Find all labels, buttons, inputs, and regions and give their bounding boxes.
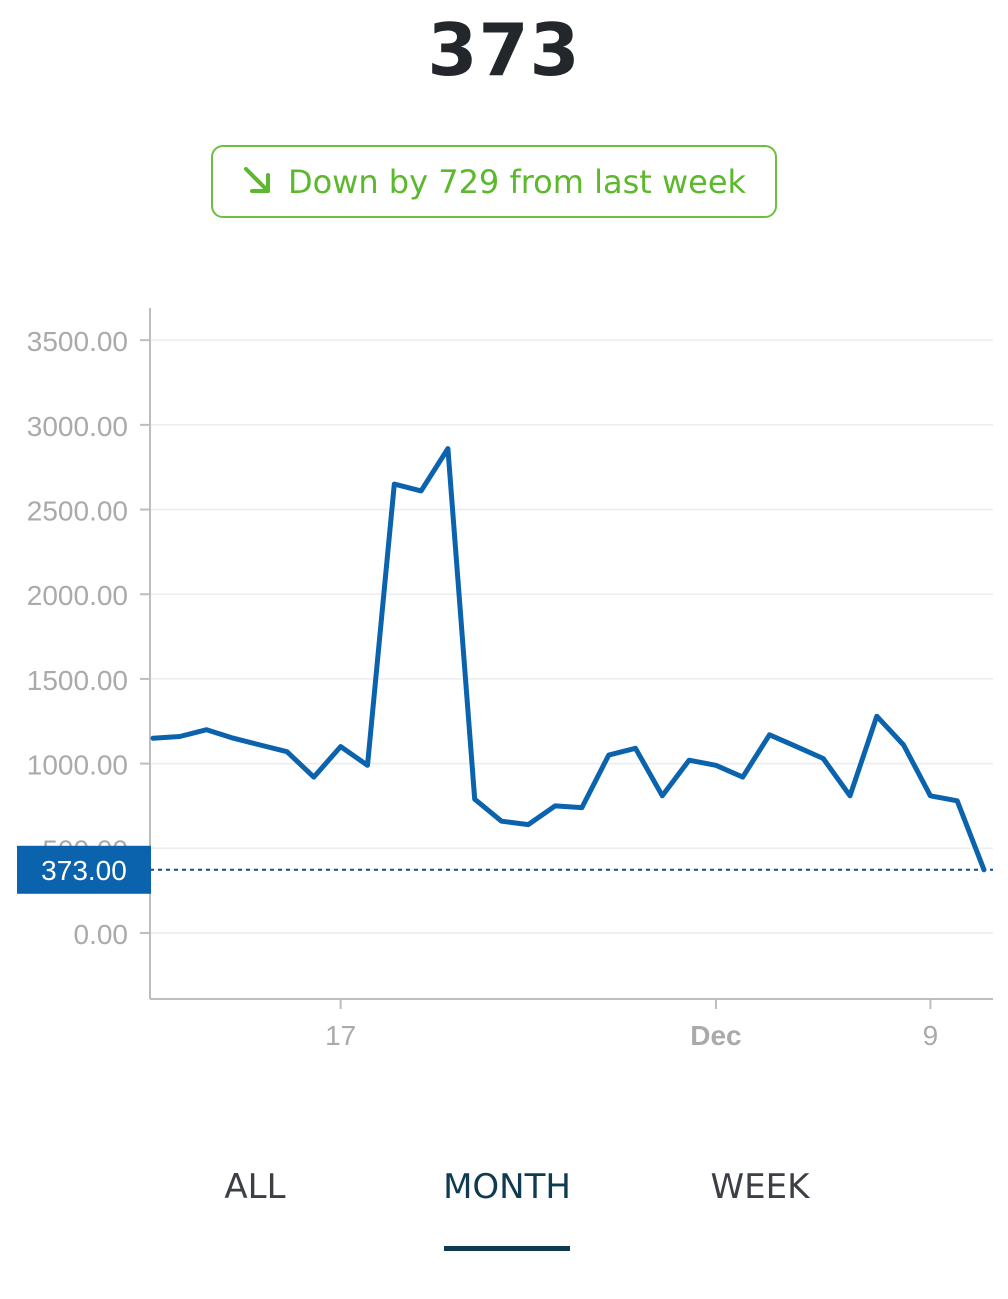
change-badge: Down by 729 from last week [211,145,777,218]
current-value-tag-label: 373.00 [41,855,127,886]
y-tick-label: 3000.00 [27,411,128,442]
tab-all[interactable]: ALL [224,1167,286,1207]
y-tick-label: 0.00 [74,919,129,950]
y-tick-label: 1500.00 [27,665,128,696]
y-tick-label: 3500.00 [27,326,128,357]
y-tick-label: 2000.00 [27,580,128,611]
x-tick-label: 17 [325,1020,356,1051]
chart-canvas[interactable]: 3500.00 3000.00 2500.00 2000.00 1500.00 1000.… [0,300,1008,1060]
range-tabs: ALL MONTH WEEK [0,1160,1008,1260]
x-tick-label: Dec [690,1020,741,1051]
y-tick-label: 2500.00 [27,496,128,527]
change-text: Down by 729 from last week [287,162,747,201]
y-tick-label: 1000.00 [27,750,128,781]
current-value-tag [17,845,151,894]
arrow-down-right-icon [242,165,276,199]
tab-month[interactable]: MONTH [443,1167,571,1207]
series-line [150,446,987,873]
x-tick-label: 9 [923,1020,939,1051]
tab-week[interactable]: WEEK [710,1167,810,1207]
line-chart[interactable]: 3500.00 3000.00 2500.00 2000.00 1500.00 1000.… [0,300,1008,1060]
active-tab-indicator [444,1246,570,1251]
current-value: 373 [427,8,581,92]
